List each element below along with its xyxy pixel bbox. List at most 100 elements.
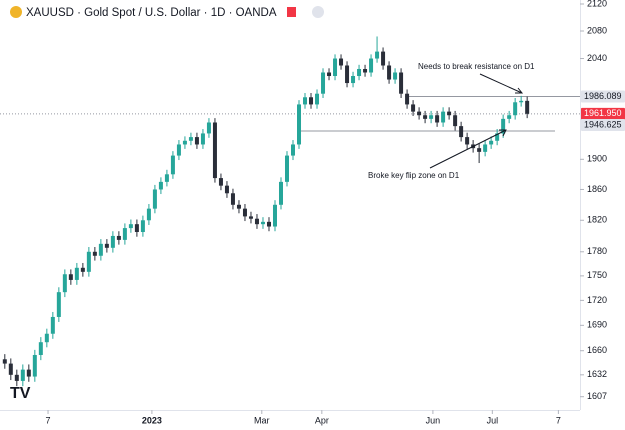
y-tick-label: 1660 [587, 345, 607, 355]
candle-body [339, 58, 344, 66]
x-tick-label: Mar [254, 415, 270, 425]
candle-body [116, 235, 121, 240]
candle-body [465, 137, 470, 145]
y-tick-label: 1900 [587, 154, 607, 164]
candle-body [38, 342, 43, 355]
candle-body [423, 115, 428, 119]
candle-body [483, 144, 488, 152]
candle-body [453, 115, 458, 127]
resistance-label-box [581, 90, 625, 103]
candle-body [260, 221, 265, 225]
candle-body [152, 189, 157, 209]
candle-body [224, 185, 229, 194]
y-tick-label: 2080 [587, 25, 607, 35]
candle-body [8, 363, 13, 375]
candle-body [170, 155, 175, 175]
y-tick-label: 1750 [587, 270, 607, 280]
menu-icon[interactable] [312, 6, 324, 18]
candle-body [375, 51, 380, 59]
candle-body [26, 369, 31, 377]
candle-body [513, 102, 518, 116]
candle-body [92, 251, 97, 256]
candle-body [297, 104, 302, 145]
x-tick-label: Apr [315, 415, 329, 425]
candle-body [315, 93, 320, 105]
candle-body [62, 274, 67, 293]
candle-body [345, 65, 350, 84]
candle-body [429, 115, 434, 119]
candle-body [218, 178, 223, 186]
candle-body [447, 111, 452, 116]
candle-body [128, 224, 133, 229]
x-tick-label: Jun [426, 415, 441, 425]
candle-body [357, 68, 362, 77]
candle-body [14, 374, 19, 381]
candle-body [20, 369, 25, 381]
candle-body [176, 144, 181, 156]
annotation-arrow [429, 129, 507, 169]
candle-body [284, 155, 289, 182]
candle-body [507, 115, 512, 119]
y-tick-label: 1780 [587, 246, 607, 256]
x-tick-label: 2023 [142, 415, 162, 425]
candle-body [230, 193, 235, 205]
candle-body [248, 216, 253, 219]
x-tick-label: Jul [487, 415, 499, 425]
resistance-label: 1986.089 [584, 91, 622, 101]
y-tick-label: 2120 [587, 0, 607, 8]
symbol-icon [10, 6, 22, 18]
candle-body [254, 218, 259, 225]
candle-body [164, 174, 169, 182]
logo: TV [10, 385, 31, 402]
candle-body [122, 228, 127, 240]
candle-body [495, 133, 500, 141]
candle-body [32, 354, 37, 377]
candle-body [489, 140, 494, 145]
candle-body [387, 65, 392, 80]
candle-body [182, 140, 187, 145]
candle-body [50, 316, 55, 334]
candle-body [194, 137, 199, 145]
candle-body [405, 93, 410, 105]
candle-body [104, 243, 109, 248]
candle-body [459, 126, 464, 138]
candle-body [98, 243, 103, 256]
candle-body [303, 97, 308, 105]
candle-body [399, 72, 404, 94]
y-tick-label: 2040 [587, 53, 607, 63]
candle-body [110, 235, 115, 248]
candle-body [188, 137, 193, 141]
candle-body [68, 274, 73, 280]
candle-body [80, 267, 85, 272]
chart-title: XAUUSD · Gold Spot / U.S. Dollar · 1D · … [26, 7, 277, 19]
y-tick-label: 1860 [587, 184, 607, 194]
last-price-label: 1961.950 [584, 108, 622, 118]
candle-body [363, 68, 368, 73]
x-tick-label: 7 [556, 415, 561, 425]
candle-body [200, 133, 205, 145]
candle-body [321, 72, 326, 94]
candle-body [278, 181, 283, 205]
support-label-box [581, 118, 625, 131]
candle-body [158, 181, 163, 190]
y-tick-label: 1720 [587, 295, 607, 305]
candle-body [393, 72, 398, 80]
candle-body [381, 51, 386, 66]
candle-body [501, 118, 506, 134]
candle-body [519, 100, 524, 103]
candle-body [266, 221, 271, 227]
candle-body [411, 104, 416, 112]
y-tick-label: 1607 [587, 391, 607, 401]
candle-body [242, 208, 247, 217]
y-tick-label: 1690 [587, 320, 607, 330]
candle-body [2, 359, 7, 364]
candle-body [134, 224, 139, 233]
candle-body [327, 72, 332, 77]
flag-icon[interactable] [287, 7, 296, 17]
candle-body [74, 267, 79, 280]
candle-body [44, 333, 49, 343]
annotation: Broke key flip zone on D1 [368, 171, 460, 180]
candle-body [369, 58, 374, 73]
candle-body [309, 97, 314, 105]
